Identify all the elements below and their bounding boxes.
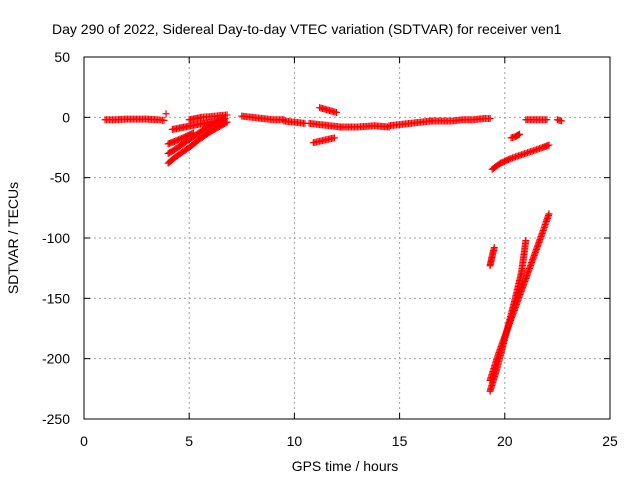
data-series — [280, 117, 309, 127]
data-point — [490, 244, 498, 252]
data-series — [507, 130, 524, 142]
data-point — [162, 110, 170, 118]
data-series — [164, 118, 231, 167]
x-tick-label: 5 — [185, 433, 193, 449]
data-series — [164, 129, 197, 148]
data-series — [486, 210, 553, 384]
data-point — [188, 130, 196, 138]
data-series — [185, 111, 231, 124]
data-series — [305, 119, 345, 131]
data-point — [332, 109, 340, 117]
x-tick-label: 25 — [602, 433, 618, 449]
data-series — [488, 141, 553, 173]
data-point — [543, 116, 551, 124]
x-tick-label: 0 — [80, 433, 88, 449]
data-point — [160, 116, 168, 124]
data-series — [162, 110, 170, 118]
data-series — [309, 134, 338, 147]
data-point — [223, 111, 231, 119]
data-point — [189, 129, 197, 137]
data-series — [238, 112, 288, 124]
data-series — [385, 117, 435, 130]
data-point — [486, 115, 494, 123]
y-tick-label: -50 — [50, 170, 70, 186]
data-point — [222, 119, 230, 127]
y-tick-label: -150 — [42, 290, 70, 306]
y-tick-label: -100 — [42, 230, 70, 246]
data-point — [522, 236, 530, 244]
data-points-layer — [101, 104, 566, 395]
data-series — [337, 122, 393, 131]
y-axis-label: SDTVAR / TECUs — [5, 182, 21, 294]
data-point — [223, 118, 231, 126]
y-tick-label: -250 — [42, 411, 70, 427]
data-point — [330, 134, 338, 142]
x-tick-label: 20 — [497, 433, 513, 449]
data-series — [553, 116, 566, 125]
data-point — [558, 117, 566, 125]
y-tick-label: 50 — [54, 49, 70, 65]
x-tick-label: 10 — [287, 433, 303, 449]
ticks-layer: 0 5 10 15 20 25 50 0 -50 -100 -150 -200 -250 — [42, 49, 618, 449]
data-series — [316, 104, 340, 117]
y-tick-label: -200 — [42, 351, 70, 367]
grid-layer — [84, 57, 610, 419]
x-tick-label: 15 — [392, 433, 408, 449]
plot-frame — [83, 56, 611, 420]
data-series — [168, 116, 227, 133]
y-tick-label: 0 — [62, 109, 70, 125]
data-series — [427, 115, 494, 125]
data-series — [486, 236, 530, 395]
x-axis-label: GPS time / hours — [292, 458, 399, 474]
data-point — [545, 210, 553, 218]
data-point — [514, 131, 522, 139]
data-series — [101, 115, 168, 124]
data-point — [545, 141, 553, 149]
data-point — [516, 130, 524, 138]
data-series — [486, 244, 498, 270]
data-series — [522, 116, 551, 124]
chart-title: Day 290 of 2022, Sidereal Day-to-day VTE… — [52, 21, 562, 37]
